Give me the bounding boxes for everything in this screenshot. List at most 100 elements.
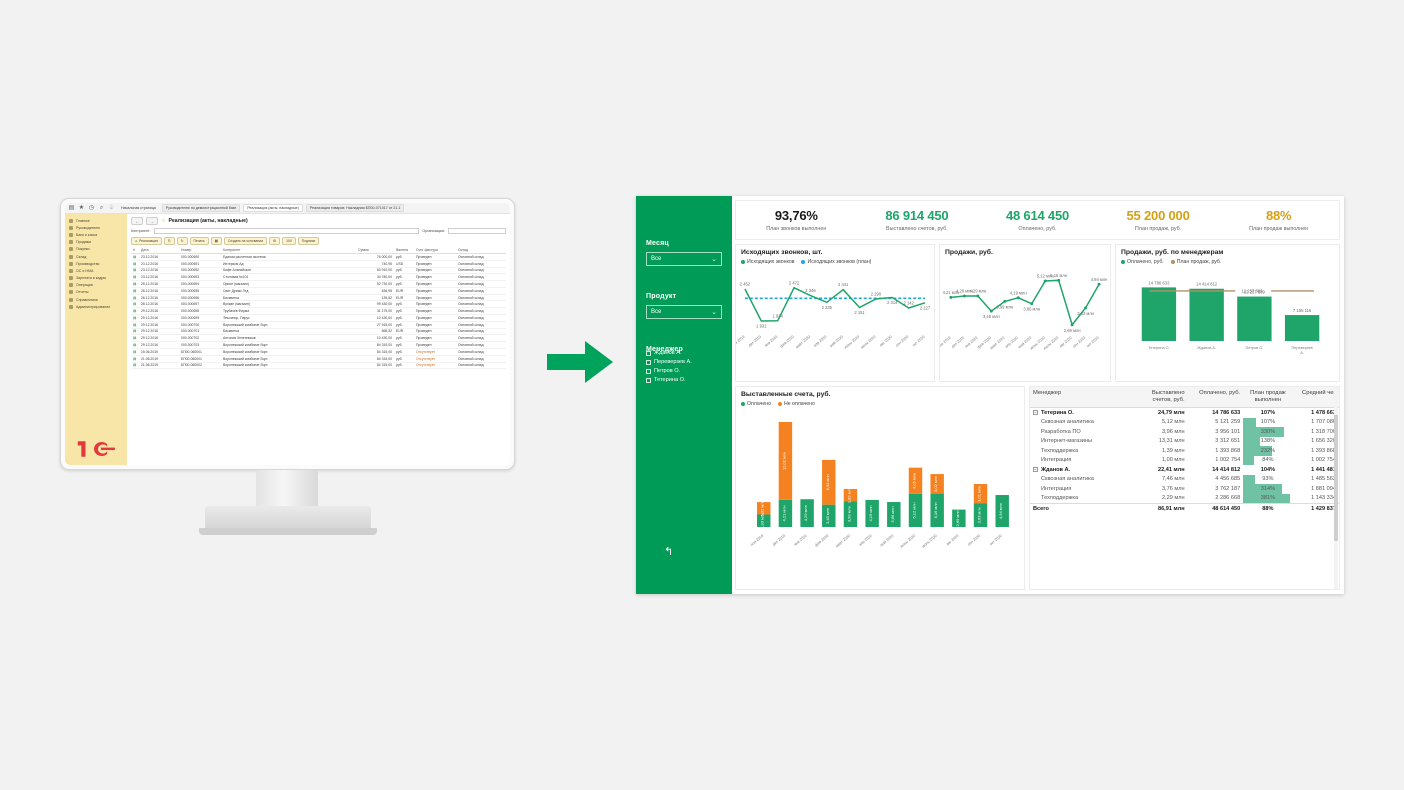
table-row[interactable]: Интернет-магазины 13,31 млн 3 312 651 138% 1… [1030,436,1339,447]
table-row[interactable]: − Тетерина О. 24,79 млн 14 786 633 107% 1 478… [1030,408,1339,418]
reset-arrow-icon[interactable]: ↰ [664,546,674,558]
manager-checkbox-item[interactable]: Переверзев А. [646,359,722,365]
table-row[interactable]: Интеграция 1,00 млн 1 002 754 84% 1 002 754 [1030,455,1339,466]
erp-nav: ← → ☆ Реализация (акты, накладные) [131,217,506,225]
sidebar-item-operations[interactable]: Операции [65,282,127,289]
product-filter-select[interactable]: Все ⌄ [646,305,722,319]
table-row[interactable]: ▤ 29.12.2016 000-000702 Антонов Зеленников 1… [131,334,506,343]
table-row[interactable]: Техподдержка 2,29 млн 2 286 668 381% 1 143 3… [1030,493,1339,504]
col-sum[interactable]: Сумма [356,247,394,254]
sidebar-item-sales[interactable]: Продажи [65,239,127,246]
menu-icon[interactable]: ▤ [68,204,75,211]
col-plan-done[interactable]: План продаж выполнен [1243,387,1293,409]
erp-tab-sales-doc[interactable]: Реализация (акты, накладные) [243,204,303,212]
erp-tab-home[interactable]: Начальная страница [121,206,156,210]
expander-icon[interactable]: − [1033,409,1038,415]
col-date[interactable]: Дата [139,247,179,254]
sidebar-item-manager[interactable]: Руководителю [65,224,127,231]
cell-issued: 13,31 млн [1158,438,1185,445]
favorite-icon[interactable]: ☆ [161,218,166,224]
erp-tab-invoice[interactable]: Реализация товаров: Накладная БП00-07101… [305,204,405,212]
checkbox-icon[interactable] [646,377,651,383]
bell-icon[interactable]: ♤ [108,204,115,211]
copy-button[interactable]: ⎘ [163,237,175,245]
table-row[interactable]: ▤ 26.12.2016 000-000694 Орион (магазин) 92 7… [131,280,506,288]
sidebar-item-payroll[interactable]: Зарплата и кадры [65,275,127,282]
table-row[interactable]: ▤ 26.12.2016 000-000696 Бисквитка 139,62 EUR П… [131,294,506,302]
table-row[interactable]: ▤ 23.12.2016 000-000691 Интерком Ад 740,95 US… [131,260,506,268]
page-size-button[interactable]: 100 [282,237,296,245]
col-currency[interactable]: Валюта [394,247,414,254]
forward-button[interactable]: → [146,217,158,225]
table-scrollbar[interactable] [1334,387,1338,589]
create-sale-button[interactable]: Реализация [131,237,162,245]
star-icon[interactable]: ★ [78,204,85,211]
create-based-on-button[interactable]: Создать на основании [223,237,268,245]
table-row[interactable]: ▤ 21.06.2019 БП00-060001 Воронежский комбин… [131,355,506,363]
table-cell: 28.12.2016 [139,300,179,309]
table-row[interactable]: Техподдержка 1,39 млн 1 393 868 232% 1 393 8… [1030,446,1339,456]
table-row[interactable]: ▤ 29.12.2016 000-000699 Эльсинор, Парус 10 4… [131,314,506,322]
refresh-button[interactable]: ↻ [176,237,188,245]
search-icon[interactable]: ⌕ [99,204,104,211]
checkbox-icon[interactable] [646,350,651,356]
table-row[interactable]: − Жданов А. 22,41 млн 14 414 812 104% 1 441 4… [1030,465,1339,474]
sidebar-item-assets[interactable]: ОС и НМА [65,267,127,274]
checkbox-icon[interactable] [646,368,651,374]
table-row[interactable]: ▤ 21.06.2019 БП00-060002 Воронежский комбин… [131,362,506,370]
cell-plan-done: 107% [1243,417,1292,428]
col-avg-check[interactable]: Средний чек [1292,387,1339,409]
checkbox-icon[interactable] [646,359,651,365]
manager-checkbox-item[interactable]: Жданов А. [646,350,722,356]
sidebar-item-main[interactable]: Главное [65,217,127,224]
counterparty-input[interactable] [153,228,420,234]
table-row[interactable]: ▤ 23.12.2016 000-000692 Кафе Альпийское 60 9… [131,267,506,275]
table-row[interactable]: ▤ 29.12.2016 000-000701 Бисквитка 668,32 EUR П… [131,328,506,336]
table-row[interactable]: Интеграция 3,76 млн 3 762 187 314% 1 881 094 [1030,484,1339,494]
table-row[interactable]: ▤ 26.12.2016 000-000695 Свит Дримс Лтд 636,9… [131,287,506,295]
svg-text:Петров О.: Петров О. [1245,346,1263,350]
table-row[interactable]: ▤ 29.12.2016 000-000700 Воронежский комбина… [131,321,506,329]
table-cell: 000-000693 [179,273,221,282]
sidebar-item-reports[interactable]: Отчеты [65,289,127,296]
signatures-button[interactable]: Подписи [297,237,320,245]
expander-icon[interactable]: − [1033,466,1038,472]
svg-text:март 2020: март 2020 [795,335,811,350]
back-button[interactable]: ← [131,217,143,225]
table-row[interactable]: Разработка ПО 3,96 млн 3 956 101 330% 1 318 … [1030,427,1339,437]
sidebar-item-purchases[interactable]: Покупки [65,246,127,253]
erp-tab-manager[interactable]: Руководителю по демонстрационной базе [161,204,241,212]
table-row[interactable]: ▤ 28.12.2016 000-000697 Вулкан (магазин) 99 … [131,300,506,309]
col-counterparty[interactable]: Контрагент [221,247,356,254]
col-manager[interactable]: Менеджер [1030,387,1136,409]
table-row[interactable]: Сквозная аналитика 7,46 млн 4 456 685 93% 1 … [1030,474,1339,485]
sidebar-item-administration[interactable]: Администрирование [65,303,127,310]
organization-input[interactable] [448,228,506,234]
table-row[interactable]: ▤ 29.12.2016 000-000698 Трубачев Фирма 31 17… [131,307,506,316]
table-row[interactable]: ▤ 29.12.2016 000-000703 Воронежский комбина… [131,341,506,349]
print-button[interactable]: Печать [189,237,209,245]
settings-button[interactable]: ⚙ [269,237,281,245]
table-row[interactable]: Сквозная аналитика 5,12 млн 5 121 259 107% 1… [1030,417,1339,428]
history-icon[interactable]: ◷ [88,204,95,211]
table-row[interactable]: ▤ 23.12.2016 000-000690 Единая расчетная си… [131,253,506,261]
month-filter-select[interactable]: Все ⌄ [646,252,722,266]
col-issued[interactable]: Выставлено счетов, руб. [1135,387,1188,409]
col-invoice[interactable]: Счет-фактура [414,247,456,254]
excel-button[interactable]: ▦ [210,237,222,245]
sidebar-item-bank[interactable]: Банк и касса [65,231,127,238]
table-row[interactable]: ▤ 15.06.2019 БП00-060001 Воронежский комбин… [131,348,506,356]
table-cell: 29.12.2016 [139,341,179,349]
table-cell: 26.12.2016 [139,287,179,295]
col-paid[interactable]: Оплачено, руб. [1187,387,1244,409]
svg-text:4,29 млн: 4,29 млн [803,505,808,521]
sidebar-item-catalogs[interactable]: Справочники [65,296,127,303]
manager-checkbox-item[interactable]: Тетерина О. [646,377,722,383]
svg-text:1,93 млн: 1,93 млн [760,513,765,529]
table-row[interactable]: ▤ 23.12.2016 000-000693 Столовая №101 34 780… [131,273,506,282]
sidebar-item-production[interactable]: Производство [65,260,127,267]
col-warehouse[interactable]: Склад [456,247,506,254]
manager-checkbox-item[interactable]: Петров О. [646,368,722,374]
sidebar-item-warehouse[interactable]: Склад [65,253,127,260]
col-number[interactable]: Номер [179,247,221,254]
